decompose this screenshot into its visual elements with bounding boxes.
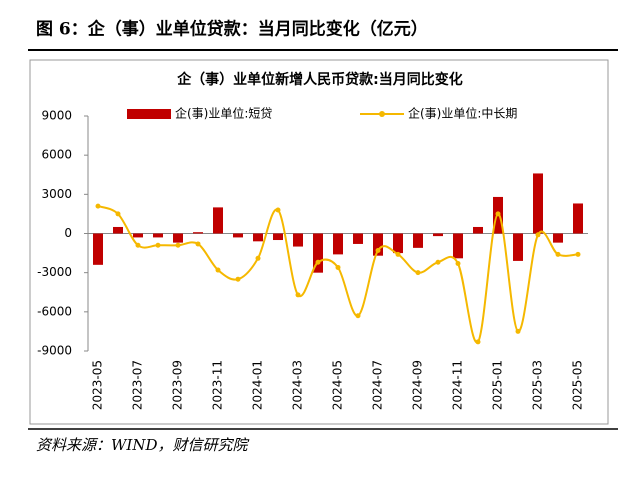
bar [553, 233, 563, 243]
legend-label: 企(事)业单位:中长期 [408, 106, 517, 121]
line-marker [395, 251, 401, 257]
line-marker [495, 211, 501, 217]
y-tick-label: -6000 [37, 304, 72, 318]
bar [333, 233, 343, 255]
line-marker [175, 242, 181, 248]
line-marker [315, 259, 321, 265]
bar [273, 233, 283, 241]
bar [193, 232, 203, 234]
x-tick-label: 2023-09 [171, 360, 185, 410]
line-marker [295, 292, 301, 298]
line-marker [195, 241, 201, 247]
x-tick-label: 2024-03 [291, 360, 305, 410]
y-tick-label: 3000 [41, 187, 72, 201]
bar [513, 233, 523, 261]
legend-label: 企(事)业单位:短贷 [175, 106, 272, 121]
x-tick-label: 2025-03 [531, 360, 545, 410]
y-tick-label: 6000 [41, 148, 72, 162]
bar [353, 233, 363, 244]
bar [393, 233, 403, 254]
bar [413, 233, 423, 248]
bar [473, 226, 483, 234]
chart-frame [29, 59, 609, 425]
legend-swatch [379, 111, 385, 117]
line-marker [135, 242, 141, 248]
line-marker [475, 339, 481, 345]
line-marker [515, 328, 521, 334]
bar [313, 233, 323, 273]
chart-title: 企（事）业单位新增人民币贷款:当月同比变化 [176, 71, 463, 88]
figure-title: 图 6：企（事）业单位贷款：当月同比变化（亿元） [36, 19, 428, 40]
bar [573, 203, 583, 234]
y-tick-label: 0 [64, 226, 72, 240]
line-marker [555, 251, 561, 257]
line-marker [275, 207, 281, 213]
x-tick-label: 2024-11 [451, 360, 465, 410]
line-marker [455, 261, 461, 267]
line-marker [235, 276, 241, 282]
line-marker [435, 259, 441, 265]
x-tick-label: 2024-01 [251, 360, 265, 410]
line-marker [355, 313, 361, 319]
y-tick-label: -3000 [37, 265, 72, 279]
bar [233, 233, 243, 238]
bar [533, 173, 543, 234]
line-marker [415, 270, 421, 276]
x-tick-label: 2025-05 [571, 360, 585, 410]
line [97, 205, 579, 344]
line-marker [95, 203, 101, 209]
bar [153, 233, 163, 238]
line-marker [335, 264, 341, 270]
bar [93, 233, 103, 265]
x-tick-label: 2024-09 [411, 360, 425, 410]
bar [173, 233, 183, 243]
x-tick-label: 2023-11 [211, 360, 225, 410]
bar [453, 233, 463, 259]
legend-swatch [127, 109, 171, 119]
bar [433, 233, 443, 237]
bar [113, 226, 123, 234]
line-marker [115, 211, 121, 217]
line-marker [375, 247, 381, 253]
x-tick-label: 2023-05 [91, 360, 105, 410]
source-note: 资料来源：WIND，财信研究院 [36, 436, 249, 454]
x-tick-label: 2025-01 [491, 360, 505, 410]
bar [293, 233, 303, 247]
x-tick-label: 2024-07 [371, 360, 385, 410]
bar [373, 233, 383, 256]
line-marker [575, 251, 581, 257]
x-tick-label: 2024-05 [331, 360, 345, 410]
y-tick-label: -9000 [37, 344, 72, 358]
line-marker [215, 267, 221, 273]
bar [133, 233, 143, 238]
bar [213, 207, 223, 234]
x-tick-label: 2023-07 [131, 360, 145, 410]
line-marker [535, 232, 541, 238]
y-tick-label: 9000 [41, 109, 72, 123]
line-marker [255, 255, 261, 261]
bar [253, 233, 263, 242]
line-marker [155, 242, 161, 248]
